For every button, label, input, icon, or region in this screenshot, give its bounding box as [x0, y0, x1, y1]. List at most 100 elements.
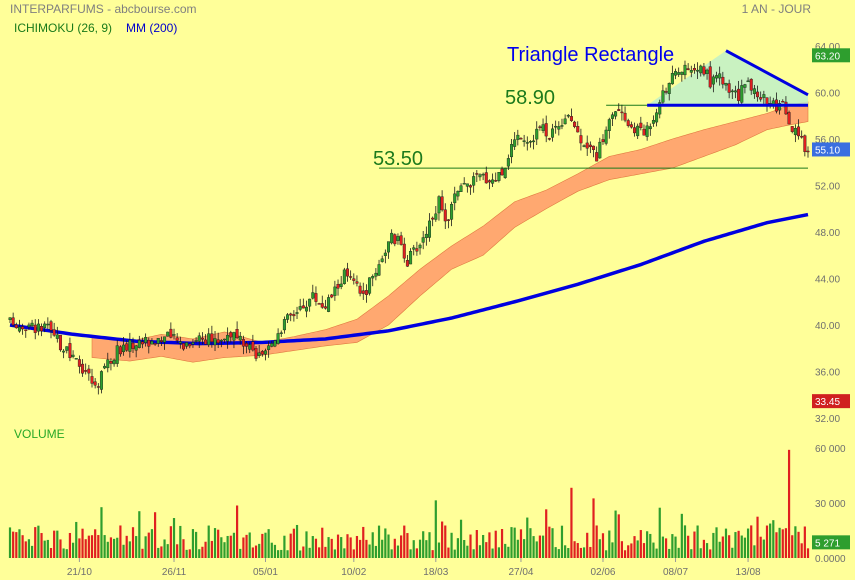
volume-bar	[690, 549, 693, 558]
volume-bar	[135, 536, 138, 558]
candle-body	[462, 183, 466, 185]
last-price-badge: 55.10	[815, 145, 840, 156]
candle-body	[674, 71, 678, 76]
volume-bar	[406, 533, 409, 558]
candle-body	[144, 337, 148, 343]
candle-body	[390, 232, 394, 244]
volume-bar	[160, 546, 163, 558]
volume-bar	[239, 548, 242, 558]
volume-bar	[775, 532, 778, 558]
volume-bar	[658, 507, 661, 558]
candle-body	[304, 306, 308, 312]
volume-bar	[103, 535, 106, 558]
candle-body	[140, 341, 144, 345]
volume-bar	[235, 505, 239, 558]
candle-body	[547, 138, 551, 140]
volume-bar	[740, 535, 743, 558]
volume-bar	[201, 546, 204, 558]
volume-bar	[119, 525, 122, 558]
candle-body	[361, 290, 365, 294]
volume-bar	[318, 547, 321, 558]
candle-body	[756, 91, 760, 98]
volume-bar	[75, 521, 78, 558]
volume-bar	[116, 537, 119, 558]
candle-body	[226, 334, 230, 342]
volume-bar	[570, 487, 573, 558]
candle-body	[185, 342, 189, 347]
volume-bar	[109, 537, 113, 558]
price-axis-tick: 40.00	[815, 321, 840, 332]
candle-body	[317, 303, 321, 305]
candle-body	[257, 352, 261, 356]
candle-body	[784, 101, 788, 115]
candle-body	[566, 115, 570, 117]
candle-body	[680, 71, 684, 75]
volume-bar	[800, 543, 803, 558]
candle-body	[84, 370, 88, 372]
candle-body	[33, 324, 37, 333]
candle-body	[216, 339, 220, 344]
volume-bar	[485, 542, 488, 558]
candle-body	[311, 292, 315, 299]
candle-body	[737, 88, 741, 101]
volume-bar	[254, 545, 258, 558]
volume-bar	[232, 532, 236, 558]
candle-body	[320, 303, 324, 308]
volume-bar	[523, 539, 526, 558]
volume-bar	[390, 549, 393, 558]
candle-body	[368, 277, 372, 294]
candle-body	[128, 339, 132, 352]
candle-body	[52, 329, 56, 336]
volume-bar	[166, 544, 169, 558]
volume-bar	[431, 550, 434, 558]
candle-body	[349, 276, 353, 278]
volume-bar	[207, 525, 210, 558]
volume-bar	[217, 529, 220, 558]
candle-body	[585, 142, 589, 149]
volume-bar	[472, 549, 475, 558]
resistance-level-label: 58.90	[505, 87, 556, 109]
volume-bar	[526, 517, 529, 558]
candle-body	[112, 359, 116, 365]
volume-bar	[377, 525, 381, 558]
volume-bar	[248, 532, 251, 558]
volume-bar	[567, 548, 570, 558]
volume-bar	[617, 514, 620, 558]
volume-bar	[702, 539, 706, 558]
volume-bar	[65, 549, 68, 558]
volume-bar	[545, 509, 548, 558]
volume-bar	[576, 543, 579, 558]
candle-body	[598, 141, 602, 159]
candle-body	[500, 168, 504, 176]
candle-body	[68, 343, 72, 359]
candle-body	[610, 114, 614, 119]
candle-body	[241, 339, 245, 347]
volume-bar	[43, 540, 46, 558]
volume-bar	[649, 533, 652, 558]
volume-bar	[456, 538, 459, 558]
candle-body	[727, 83, 731, 93]
candle-body	[267, 345, 271, 350]
chart-title: INTERPARFUMS - abcbourse.com	[10, 2, 197, 16]
date-label: 26/11	[162, 567, 187, 578]
candle-body	[633, 127, 637, 134]
volume-bar	[223, 542, 226, 558]
volume-bar	[504, 543, 507, 558]
candle-body	[538, 126, 542, 128]
volume-bar	[611, 542, 614, 558]
candle-body	[402, 243, 406, 259]
volume-axis-tick: 60 000	[815, 444, 846, 455]
volume-bar	[709, 549, 712, 558]
candle-body	[604, 129, 608, 144]
candle-body	[689, 70, 693, 73]
candle-body	[806, 150, 810, 153]
candle-body	[8, 317, 12, 320]
volume-bar	[772, 520, 775, 558]
price-axis-tick: 36.00	[815, 368, 840, 379]
volume-bar	[444, 525, 447, 558]
candle-body	[469, 185, 473, 188]
candle-body	[276, 333, 280, 344]
candle-body	[790, 126, 794, 132]
volume-bar	[62, 548, 65, 558]
